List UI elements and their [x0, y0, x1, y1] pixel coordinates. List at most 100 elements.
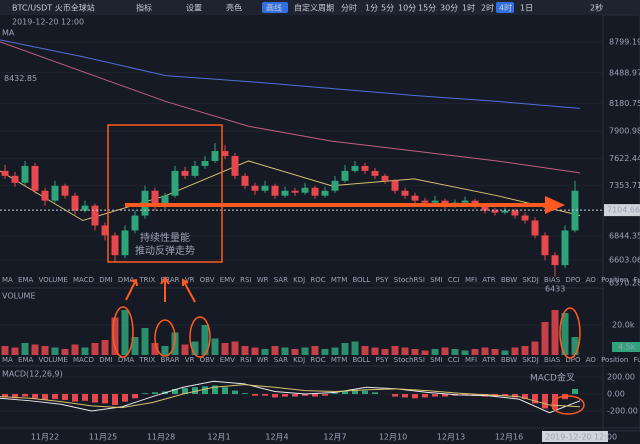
indicator-tab[interactable]: MTM: [331, 276, 347, 284]
indicator-tab[interactable]: DMA: [118, 356, 134, 364]
indicator-tab[interactable]: StochRSI: [394, 276, 425, 284]
indicator-tab[interactable]: MFI: [465, 356, 477, 364]
indicator-tab[interactable]: PSY: [376, 356, 390, 364]
indicator-tab[interactable]: SKDJ: [522, 356, 539, 364]
candle-body: [571, 190, 579, 231]
annotation: 持续性量能: [140, 231, 190, 244]
period-button[interactable]: 2时: [481, 3, 494, 13]
indicator-tab[interactable]: VR: [185, 356, 195, 364]
indicator-tab[interactable]: RSI: [240, 276, 251, 284]
end-label: 2019-12-20 12:00: [545, 433, 617, 442]
custom-period[interactable]: 自定义周期: [294, 3, 334, 13]
indicator-tab[interactable]: DMI: [99, 276, 113, 284]
indicator-tab[interactable]: CCI: [448, 276, 460, 284]
toolbar-items: BTC/USDT 火币全球站 指标 设置 亮色 画线 自定义周期 分时 1分 5分 10分 15分 3…: [12, 3, 603, 13]
indicator-tab[interactable]: SMI: [430, 356, 443, 364]
tool-button[interactable]: 指标: [136, 3, 152, 13]
period-button[interactable]: 1分: [365, 4, 378, 13]
tool-button[interactable]: 亮色: [226, 3, 242, 13]
indicator-tab[interactable]: MACD: [73, 276, 94, 284]
indicator-tab[interactable]: Fundflow: [634, 356, 640, 364]
volume-bar: [401, 347, 409, 355]
y-tick-label: 200.00: [607, 373, 635, 382]
indicator-tab[interactable]: BBW: [501, 356, 517, 364]
indicator-tab[interactable]: ATR: [482, 356, 496, 364]
indicator-tab[interactable]: AO: [586, 276, 597, 284]
indicator-tab[interactable]: MA: [2, 356, 13, 364]
indicator-tab[interactable]: DMA: [118, 276, 134, 284]
period-button[interactable]: 1时: [462, 3, 475, 13]
period-button[interactable]: 5分: [381, 4, 394, 13]
indicator-tab[interactable]: BOLL: [352, 276, 370, 284]
tool-button[interactable]: 设置: [186, 3, 202, 13]
indicator-tab[interactable]: BOLL: [352, 356, 370, 364]
indicator-tab[interactable]: VOLUME: [38, 356, 67, 364]
period-button[interactable]: 10分: [398, 4, 416, 13]
indicator-tab[interactable]: MFI: [465, 276, 477, 284]
indicator-tab[interactable]: BRAR: [161, 276, 180, 284]
indicator-tab[interactable]: TRIX: [138, 356, 155, 364]
indicator-tab[interactable]: KDJ: [293, 276, 305, 284]
candle-body: [61, 185, 69, 196]
macd-bar: [92, 394, 98, 403]
tool-button[interactable]: 画线: [266, 3, 282, 13]
indicator-tab[interactable]: MA: [2, 276, 13, 284]
indicator-tab[interactable]: VR: [185, 276, 195, 284]
indicator-tab[interactable]: EMV: [220, 356, 235, 364]
indicator-tab[interactable]: Position: [601, 356, 628, 364]
indicator-tab[interactable]: KDJ: [293, 356, 305, 364]
candle-body: [271, 185, 279, 196]
volume-bar: [331, 347, 339, 355]
macd-bar: [342, 390, 348, 395]
indicator-tab[interactable]: BRAR: [161, 356, 180, 364]
indicator-tab[interactable]: VOLUME: [38, 276, 67, 284]
indicator-tab[interactable]: MACD: [73, 356, 94, 364]
candle-body: [91, 205, 99, 226]
highlight-box: [107, 124, 223, 263]
period-button[interactable]: 15分: [418, 4, 436, 13]
period-button[interactable]: 分时: [341, 3, 357, 13]
y-tick-label: 6370.28: [609, 278, 640, 287]
indicator-tab[interactable]: Fundflow: [634, 276, 640, 284]
indicator-tab[interactable]: Position: [601, 276, 628, 284]
indicator-tab[interactable]: EMV: [220, 276, 235, 284]
x-tick-label: 12月16: [495, 433, 523, 442]
indicator-tab[interactable]: SMI: [430, 276, 443, 284]
indicator-tab[interactable]: WR: [257, 276, 269, 284]
indicator-tab[interactable]: ROC: [310, 276, 325, 284]
macd-bar: [122, 394, 128, 402]
indicator-tab[interactable]: MTM: [331, 356, 347, 364]
indicator-tab[interactable]: BBW: [501, 276, 517, 284]
indicator-tab[interactable]: WR: [257, 356, 269, 364]
period-button[interactable]: 4时: [499, 3, 512, 13]
indicator-label: MA: [2, 29, 15, 38]
indicator-tab[interactable]: DMI: [99, 356, 113, 364]
candle-body: [251, 185, 259, 191]
indicator-tab[interactable]: DPO: [565, 276, 581, 284]
macd-bar: [2, 394, 8, 398]
period-button[interactable]: 30分: [440, 4, 458, 13]
macd-bar: [332, 393, 338, 395]
indicator-tab[interactable]: EMA: [18, 276, 33, 284]
indicator-tab[interactable]: SAR: [274, 276, 288, 284]
indicator-tab[interactable]: RSI: [240, 356, 251, 364]
indicator-tab[interactable]: ROC: [310, 356, 325, 364]
indicator-tab[interactable]: TRIX: [138, 276, 155, 284]
period-button[interactable]: 1日: [520, 4, 533, 13]
indicator-tab[interactable]: SAR: [274, 356, 288, 364]
indicator-tab[interactable]: OBV: [200, 356, 215, 364]
indicator-tab[interactable]: EMA: [18, 356, 33, 364]
indicator-tab[interactable]: SKDJ: [522, 276, 539, 284]
indicator-tab[interactable]: PSY: [376, 276, 390, 284]
indicator-tab[interactable]: OBV: [200, 276, 215, 284]
indicator-tab[interactable]: StochRSI: [394, 356, 425, 364]
volume-bar: [81, 347, 89, 355]
y-tick-label: 8799.19: [609, 37, 640, 46]
indicator-tab[interactable]: BIAS: [544, 276, 561, 284]
indicator-tab[interactable]: ATR: [482, 276, 496, 284]
indicator-tab[interactable]: CCI: [448, 356, 460, 364]
indicator-tab[interactable]: BIAS: [544, 356, 561, 364]
indicator-tab[interactable]: AO: [586, 356, 597, 364]
volume-bar: [341, 343, 349, 355]
indicator-tab[interactable]: DPO: [565, 356, 581, 364]
